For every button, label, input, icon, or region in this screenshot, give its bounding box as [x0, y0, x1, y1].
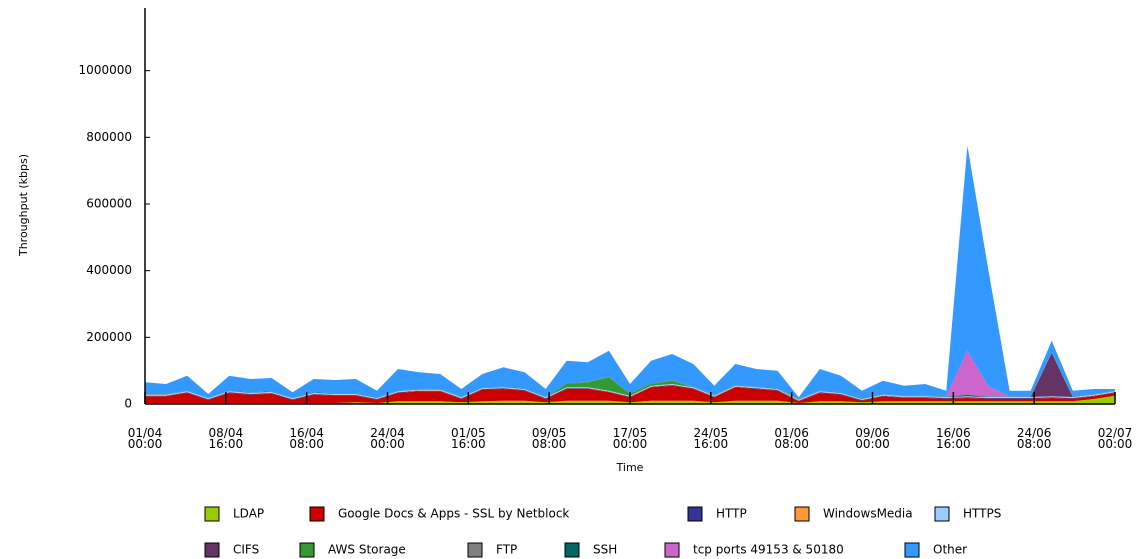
plot-area — [145, 145, 1115, 404]
legend-swatch — [204, 542, 220, 558]
legend-label: Google Docs & Apps - SSL by Netblock — [338, 507, 569, 521]
legend-label: CIFS — [233, 543, 259, 557]
x-tick-label: 01/04 00:00 — [128, 426, 163, 451]
legend-swatch — [467, 542, 483, 558]
legend-swatch — [664, 542, 680, 558]
x-tick-label: 08/04 16:00 — [209, 426, 244, 451]
legend-label: AWS Storage — [328, 543, 406, 557]
legend-label: SSH — [593, 543, 617, 557]
legend-swatch — [934, 506, 950, 522]
legend-label: FTP — [496, 543, 517, 557]
legend-label: HTTP — [716, 507, 747, 521]
legend-swatch — [309, 506, 325, 522]
x-tick-label: 17/05 00:00 — [613, 426, 648, 451]
legend-swatch — [794, 506, 810, 522]
x-tick-label: 24/06 08:00 — [1017, 426, 1052, 451]
legend-swatch — [564, 542, 580, 558]
y-tick-label: 200000 — [86, 330, 132, 344]
legend-label: WindowsMedia — [823, 507, 913, 521]
y-tick-label: 600000 — [86, 197, 132, 211]
y-tick-label: 800000 — [86, 130, 132, 144]
legend-label: HTTPS — [963, 507, 1001, 521]
legend-swatch — [299, 542, 315, 558]
x-axis-label: Time — [616, 461, 644, 474]
x-tick-label: 01/05 16:00 — [451, 426, 486, 451]
y-tick-label: 400000 — [86, 263, 132, 277]
legend-label: tcp ports 49153 & 50180 — [693, 543, 844, 557]
x-tick-label: 01/06 08:00 — [774, 426, 809, 451]
legend-swatch — [687, 506, 703, 522]
legend-swatch — [204, 506, 220, 522]
y-axis-label: Throughput (kbps) — [17, 154, 30, 257]
x-tick-label: 24/04 00:00 — [370, 426, 405, 451]
x-tick-label: 09/06 00:00 — [855, 426, 890, 451]
x-tick-label: 02/07 00:00 — [1098, 426, 1133, 451]
y-tick-label: 0 — [124, 397, 132, 411]
legend-label: Other — [933, 543, 967, 557]
x-tick-label: 16/06 16:00 — [936, 426, 971, 451]
y-tick-label: 1000000 — [79, 63, 132, 77]
x-tick-label: 16/04 08:00 — [289, 426, 324, 451]
legend-label: LDAP — [233, 507, 264, 521]
x-tick-label: 09/05 08:00 — [532, 426, 567, 451]
legend-swatch — [904, 542, 920, 558]
x-tick-label: 24/05 16:00 — [694, 426, 729, 451]
